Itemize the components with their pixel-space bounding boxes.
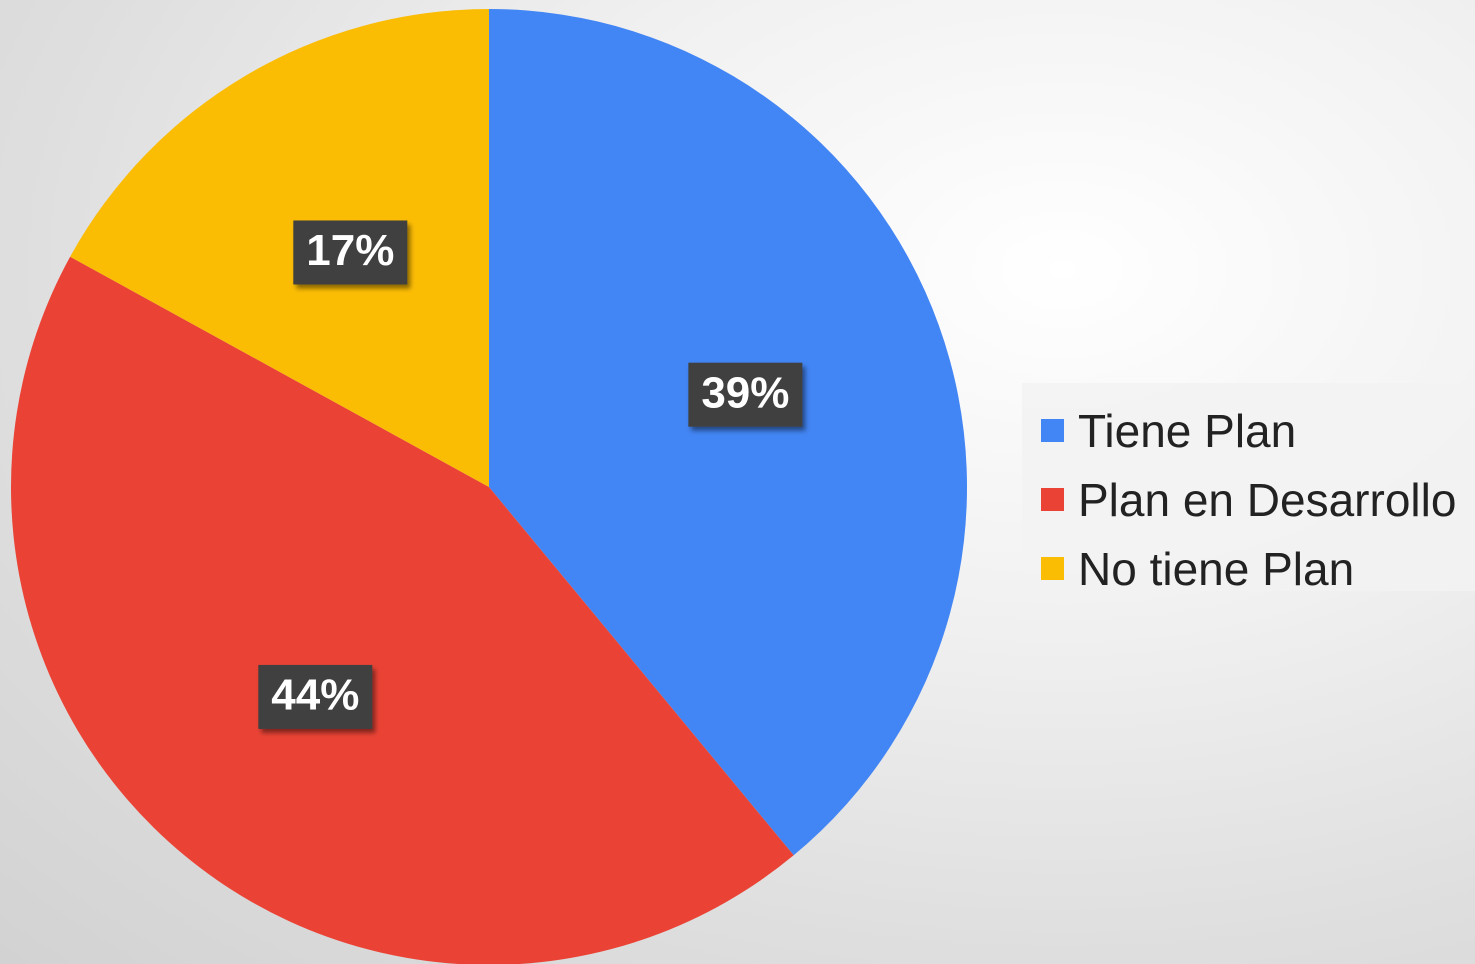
data-label-tiene-plan: 39% [688,362,803,427]
legend-label-tiene-plan: Tiene Plan [1078,404,1297,457]
data-label-text: 44% [271,671,359,720]
legend-swatch-plan-en-desarrollo [1041,488,1064,511]
legend-label-plan-en-desarrollo: Plan en Desarrollo [1078,473,1457,526]
legend-item-tiene-plan: Tiene Plan [1041,396,1475,465]
data-label-text: 39% [701,368,789,417]
pie-slice-no-tiene-plan [70,9,490,487]
data-label-no-tiene-plan: 17% [293,220,408,285]
chart-legend: Tiene Plan Plan en Desarrollo No tiene P… [1022,383,1475,595]
pie-slice-tiene-plan [489,9,967,856]
data-label-plan-en-desarrollo: 44% [258,664,373,729]
pie-slice-plan-en-desarrollo [11,256,794,964]
data-label-box [258,664,373,729]
legend-label-no-tiene-plan: No tiene Plan [1078,542,1355,595]
pie-slices [11,9,967,964]
legend-item-plan-en-desarrollo: Plan en Desarrollo [1041,465,1475,534]
pie-chart: 39% 44% 17% [11,9,967,964]
legend-swatch-tiene-plan [1041,419,1064,442]
data-label-box [293,220,408,285]
data-label-box [688,362,803,427]
legend-swatch-no-tiene-plan [1041,557,1064,580]
pie-data-labels: 39% 44% 17% [258,220,803,729]
data-label-text: 17% [306,226,394,275]
legend-item-no-tiene-plan: No tiene Plan [1041,534,1475,603]
